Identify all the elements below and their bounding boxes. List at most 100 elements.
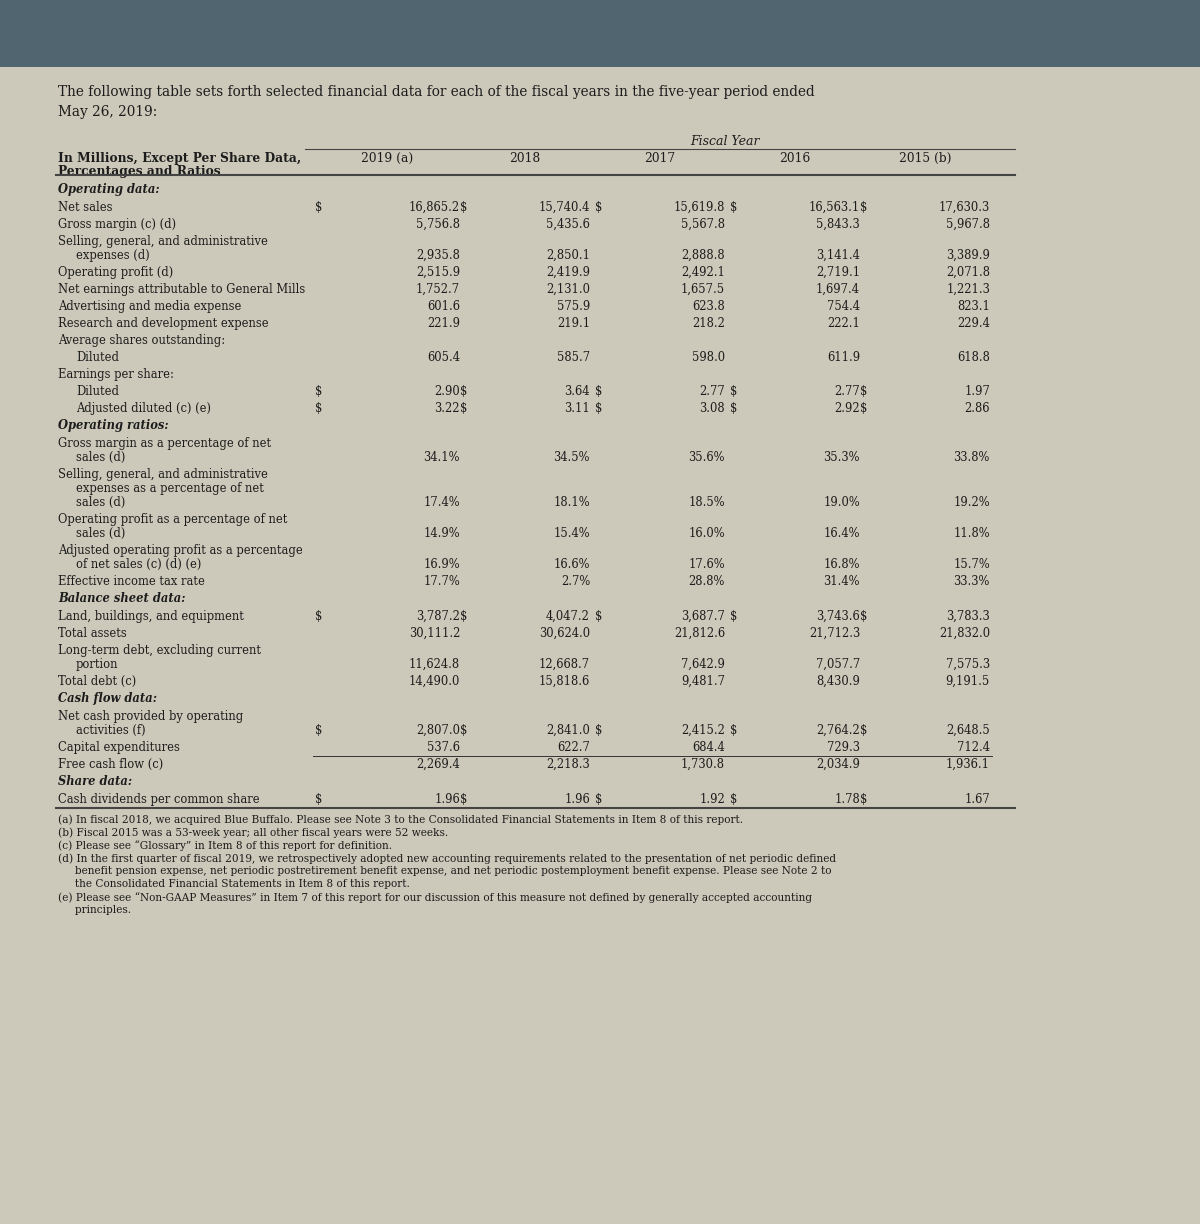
Text: 2,492.1: 2,492.1 [682,266,725,279]
Text: 9,481.7: 9,481.7 [682,674,725,688]
Text: (d) In the first quarter of fiscal 2019, we retrospectively adopted new accounti: (d) In the first quarter of fiscal 2019,… [58,853,836,864]
Text: Effective income tax rate: Effective income tax rate [58,575,205,588]
Text: $: $ [460,401,467,415]
Text: 9,191.5: 9,191.5 [946,674,990,688]
Text: May 26, 2019:: May 26, 2019: [58,105,157,119]
Text: Long-term debt, excluding current: Long-term debt, excluding current [58,644,262,657]
Text: $: $ [460,386,467,398]
Text: 605.4: 605.4 [427,351,460,364]
Text: Net sales: Net sales [58,201,113,214]
Text: 622.7: 622.7 [557,741,590,754]
Text: 16,563.1: 16,563.1 [809,201,860,214]
Text: 3,743.6: 3,743.6 [816,610,860,623]
Text: 1,221.3: 1,221.3 [946,283,990,296]
Text: 21,832.0: 21,832.0 [938,627,990,640]
Text: Land, buildings, and equipment: Land, buildings, and equipment [58,610,244,623]
Text: 2.7%: 2.7% [560,575,590,588]
Text: 16.8%: 16.8% [823,558,860,572]
Text: 35.3%: 35.3% [823,450,860,464]
Text: 33.3%: 33.3% [954,575,990,588]
Text: 19.0%: 19.0% [823,496,860,509]
Text: 35.6%: 35.6% [689,450,725,464]
Text: 7,642.9: 7,642.9 [682,659,725,671]
Text: expenses (d): expenses (d) [76,248,150,262]
Text: 3.08: 3.08 [700,401,725,415]
Text: 34.5%: 34.5% [553,450,590,464]
Text: 14,490.0: 14,490.0 [409,674,460,688]
Text: 30,111.2: 30,111.2 [409,627,460,640]
Text: $: $ [595,725,602,737]
Text: 2,131.0: 2,131.0 [546,283,590,296]
Text: $: $ [595,201,602,214]
Text: 2,415.2: 2,415.2 [682,725,725,737]
Text: 684.4: 684.4 [692,741,725,754]
Text: 15.4%: 15.4% [553,528,590,540]
Text: (b) Fiscal 2015 was a 53-week year; all other fiscal years were 52 weeks.: (b) Fiscal 2015 was a 53-week year; all … [58,827,449,837]
Text: activities (f): activities (f) [76,725,145,737]
Text: 712.4: 712.4 [958,741,990,754]
Text: Gross margin as a percentage of net: Gross margin as a percentage of net [58,437,271,450]
Text: 754.4: 754.4 [827,300,860,313]
Text: 14.9%: 14.9% [424,528,460,540]
Text: 1.67: 1.67 [965,793,990,805]
Text: 2.77: 2.77 [834,386,860,398]
Text: 16.0%: 16.0% [689,528,725,540]
Text: Operating ratios:: Operating ratios: [58,419,169,432]
Text: $: $ [460,725,467,737]
Text: 15,740.4: 15,740.4 [539,201,590,214]
Text: $: $ [860,725,868,737]
Text: 15,619.8: 15,619.8 [673,201,725,214]
Text: (a) In fiscal 2018, we acquired Blue Buffalo. Please see Note 3 to the Consolida: (a) In fiscal 2018, we acquired Blue Buf… [58,814,743,825]
Text: Free cash flow (c): Free cash flow (c) [58,758,163,771]
Text: 2,841.0: 2,841.0 [546,725,590,737]
Text: 3,687.7: 3,687.7 [682,610,725,623]
Text: 4,047.2: 4,047.2 [546,610,590,623]
Text: 3.22: 3.22 [434,401,460,415]
Text: 11,624.8: 11,624.8 [409,659,460,671]
Text: 15,818.6: 15,818.6 [539,674,590,688]
Text: 19.2%: 19.2% [953,496,990,509]
Text: (c) Please see “Glossary” in Item 8 of this report for definition.: (c) Please see “Glossary” in Item 8 of t… [58,840,392,851]
Text: $: $ [314,610,323,623]
Text: 3,783.3: 3,783.3 [947,610,990,623]
Text: 1,730.8: 1,730.8 [682,758,725,771]
Text: 2,419.9: 2,419.9 [546,266,590,279]
Text: 537.6: 537.6 [427,741,460,754]
Text: Adjusted diluted (c) (e): Adjusted diluted (c) (e) [76,401,211,415]
Text: 2.92: 2.92 [834,401,860,415]
Text: 2,807.0: 2,807.0 [416,725,460,737]
Text: 575.9: 575.9 [557,300,590,313]
Text: 601.6: 601.6 [427,300,460,313]
Text: $: $ [314,725,323,737]
Text: 2,515.9: 2,515.9 [416,266,460,279]
Text: sales (d): sales (d) [76,450,125,464]
Text: 229.4: 229.4 [958,317,990,330]
Text: 729.3: 729.3 [827,741,860,754]
Text: Average shares outstanding:: Average shares outstanding: [58,334,226,346]
Text: $: $ [730,386,737,398]
Text: 3,787.2: 3,787.2 [416,610,460,623]
Text: Advertising and media expense: Advertising and media expense [58,300,241,313]
Text: 1.96: 1.96 [564,793,590,805]
Text: 17,630.3: 17,630.3 [938,201,990,214]
Text: 2.90: 2.90 [434,386,460,398]
Text: 1,697.4: 1,697.4 [816,283,860,296]
Text: $: $ [860,793,868,805]
Text: Percentages and Ratios: Percentages and Ratios [58,165,221,177]
Text: 16.9%: 16.9% [424,558,460,572]
Text: 7,575.3: 7,575.3 [946,659,990,671]
Text: $: $ [460,793,467,805]
Text: Balance sheet data:: Balance sheet data: [58,592,186,605]
Text: 611.9: 611.9 [827,351,860,364]
Text: Selling, general, and administrative: Selling, general, and administrative [58,235,268,248]
Text: 3.11: 3.11 [564,401,590,415]
Text: 5,843.3: 5,843.3 [816,218,860,231]
Text: Gross margin (c) (d): Gross margin (c) (d) [58,218,176,231]
Text: Total debt (c): Total debt (c) [58,674,137,688]
Text: $: $ [730,793,737,805]
Text: 16,865.2: 16,865.2 [409,201,460,214]
Text: $: $ [595,793,602,805]
Text: 33.8%: 33.8% [954,450,990,464]
Text: 618.8: 618.8 [958,351,990,364]
Text: $: $ [595,401,602,415]
